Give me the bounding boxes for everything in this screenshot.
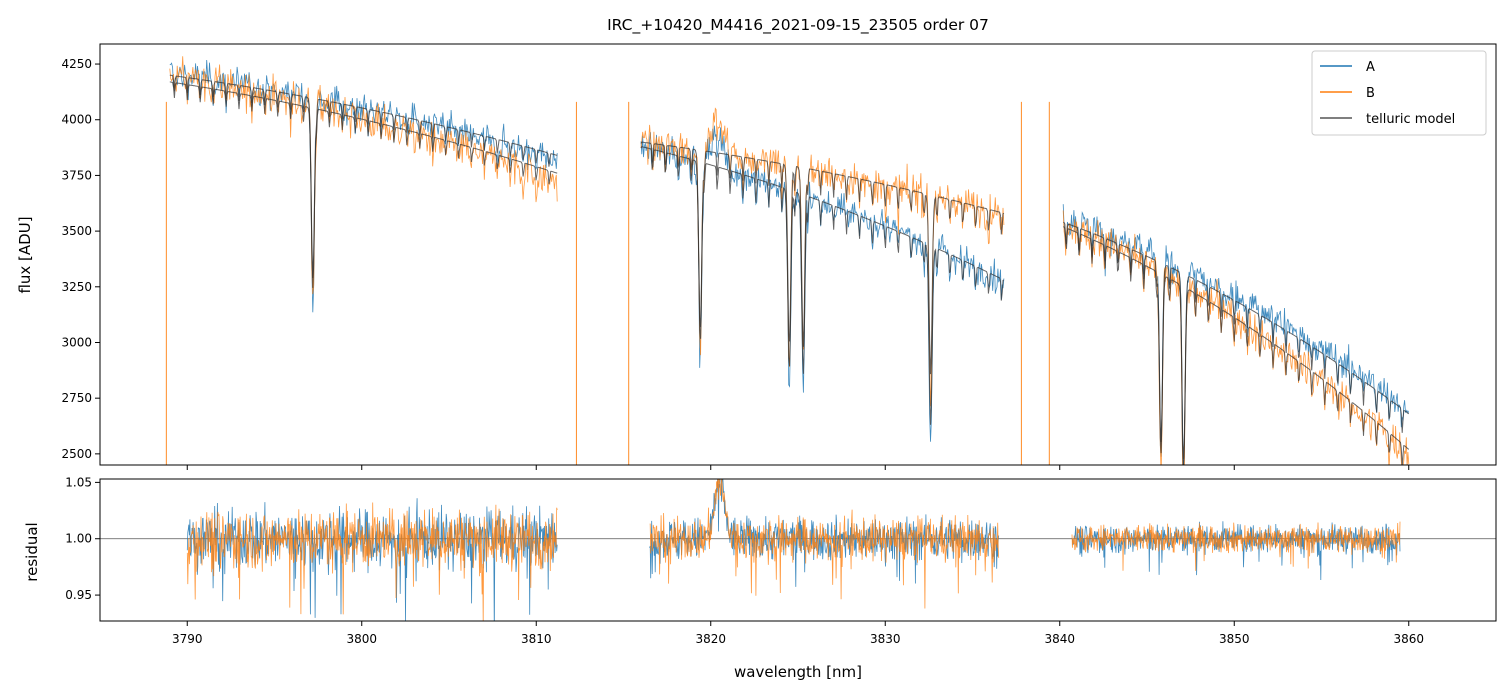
telluric-model-line-a [1063, 221, 1410, 459]
flux-y-tick-label: 4000 [61, 113, 92, 127]
flux-y-tick-label: 2750 [61, 391, 92, 405]
residual-series-b-line [1071, 521, 1401, 571]
chart-title: IRC_+10420_M4416_2021-09-15_23505 order … [607, 16, 989, 35]
series-a-line [169, 59, 558, 313]
flux-y-tick-label: 3750 [61, 168, 92, 182]
residual-x-tick-label: 3790 [172, 632, 203, 646]
flux-y-tick-label: 3000 [61, 335, 92, 349]
telluric-model-line-b [1063, 226, 1410, 465]
residual-panel: 0.95 1.00 1.05 3790 3800 3810 3820 3830 3840 385… [23, 475, 1497, 681]
residual-y-tick-label: 0.95 [65, 588, 92, 602]
legend-label-telluric: telluric model [1366, 112, 1455, 127]
legend-box [1311, 50, 1487, 136]
residual-series-b-line [649, 479, 1000, 609]
flux-y-tick-label: 3500 [61, 224, 92, 238]
residual-x-tick-label: 3840 [1044, 632, 1075, 646]
residual-y-axis-label: residual [23, 522, 41, 581]
flux-y-tick-label: 3250 [61, 280, 92, 294]
legend: A B telluric model [1311, 50, 1487, 136]
series-b-line [169, 56, 558, 295]
residual-x-tick-label: 3850 [1219, 632, 1250, 646]
residual-series-b-line [186, 502, 558, 621]
residual-x-tick-label: 3820 [695, 632, 726, 646]
residual-series-a-line [649, 479, 1000, 587]
residual-axes-frame [99, 478, 1497, 622]
telluric-model-line-a [169, 74, 558, 279]
residual-y-tick-label: 1.05 [65, 475, 92, 489]
legend-label-a: A [1366, 60, 1375, 75]
residual-x-tick-label: 3830 [870, 632, 901, 646]
residual-x-tick-label: 3800 [346, 632, 377, 646]
flux-y-axis-label: flux [ADU] [16, 216, 34, 293]
residual-x-tick-label: 3860 [1393, 632, 1424, 646]
flux-axes-frame [99, 43, 1497, 466]
flux-y-tick-label: 2500 [61, 447, 92, 461]
telluric-model-line-a [640, 146, 1005, 425]
x-axis-label: wavelength [nm] [734, 663, 862, 681]
flux-y-tick-label: 4250 [61, 57, 92, 71]
flux-panel: 2500 2750 3000 3250 3500 3750 4000 4250 flux [A… [16, 43, 1497, 470]
legend-label-b: B [1366, 86, 1375, 101]
series-b-line [640, 107, 1005, 407]
residual-y-tick-label: 1.00 [65, 532, 92, 546]
telluric-model-line-b [640, 141, 1005, 375]
residual-x-tick-label: 3810 [521, 632, 552, 646]
telluric-model-line-b [169, 81, 558, 288]
series-b-line [1062, 210, 1410, 465]
